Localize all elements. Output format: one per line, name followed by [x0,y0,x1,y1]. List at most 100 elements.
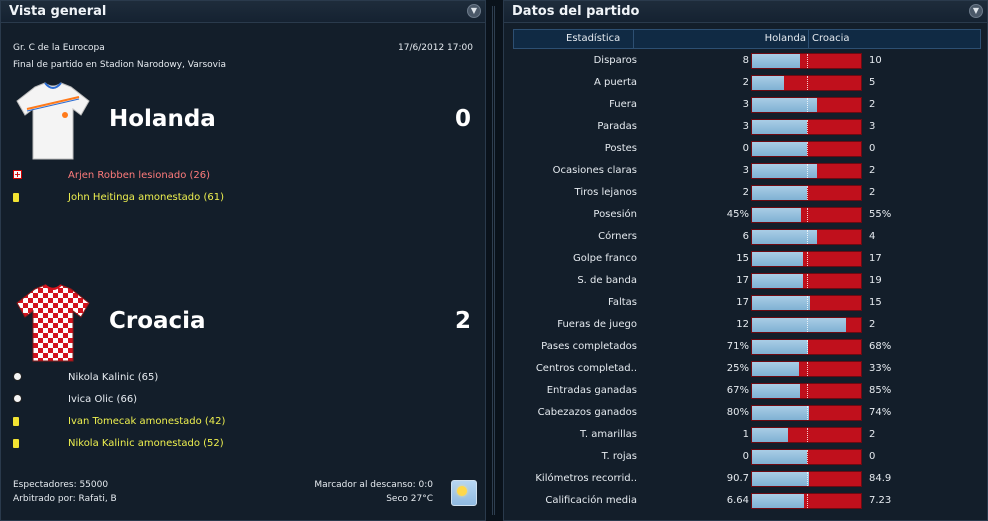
match-datetime: 17/6/2012 17:00 [398,43,473,53]
stat-home-bar [752,208,802,222]
stat-row: Golpe franco 15 17 [513,249,981,271]
col-away-header[interactable]: Croacia [812,33,850,44]
panel-splitter[interactable] [489,0,499,521]
stat-away-value: 2 [869,429,876,440]
holanda-shirt-icon [16,82,90,160]
stat-away-value: 2 [869,99,876,110]
stat-label: Golpe franco [572,253,637,264]
stat-away-value: 19 [869,275,882,286]
match-venue: Final de partido en Stadion Narodowy, Va… [13,60,226,70]
stat-label: A puerta [593,77,637,88]
home-team-score: 0 [454,106,471,132]
home-team-name: Holanda [109,106,216,132]
ball-icon [13,372,22,381]
stat-away-value: 5 [869,77,876,88]
stat-home-bar [752,318,846,332]
stat-home-value: 67% [726,385,749,396]
yellow-card-icon [13,193,19,202]
stat-home-bar [752,252,804,266]
stat-away-value: 0 [869,143,876,154]
col-stat-header[interactable]: Estadística [566,33,621,44]
stat-label: Córners [598,231,637,242]
stat-bar-midline [807,362,808,376]
ball-icon [13,394,22,403]
stat-home-value: 45% [726,209,749,220]
stat-away-value: 68% [869,341,892,352]
stat-bar-midline [807,76,808,90]
stats-table-header: Estadística Holanda Croacia [513,29,981,49]
stat-home-bar [752,450,807,464]
stat-home-value: 6.64 [726,495,749,506]
stat-home-bar [752,340,808,354]
stat-away-value: 2 [869,187,876,198]
stat-bar-midline [807,142,808,156]
stat-comparison-bar [751,273,862,289]
stat-comparison-bar [751,207,862,223]
away-team-score: 2 [454,308,471,334]
stat-bar-midline [807,274,808,288]
stat-comparison-bar [751,449,862,465]
stat-label: S. de banda [577,275,637,286]
stat-home-bar [752,494,805,508]
sunny-icon [451,480,477,506]
stat-home-value: 17 [736,275,749,286]
croacia-shirt-icon [16,284,90,362]
stat-comparison-bar [751,493,862,509]
stat-home-value: 25% [726,363,749,374]
stat-away-value: 33% [869,363,892,374]
stat-home-value: 2 [742,77,749,88]
stat-label: Postes [604,143,637,154]
competition-label: Gr. C de la Eurocopa [13,43,105,53]
stat-row: Paradas 3 3 [513,117,981,139]
stat-home-value: 90.7 [726,473,749,484]
stat-away-value: 7.23 [869,495,892,506]
stat-home-bar [752,428,788,442]
stat-away-value: 3 [869,121,876,132]
stat-bar-midline [807,406,808,420]
stat-home-bar [752,186,807,200]
stat-home-value: 2 [742,187,749,198]
match-event-text: Arjen Robben lesionado (26) [68,170,211,181]
col-home-header[interactable]: Holanda [764,33,806,44]
stat-home-value: 3 [742,165,749,176]
match-event-text: Nikola Kalinic amonestado (52) [68,438,224,449]
weather-text: Seco 27°C [386,494,433,504]
stat-row: Fueras de juego 12 2 [513,315,981,337]
stat-home-bar [752,472,809,486]
match-event-text: Ivica Olic (66) [68,394,138,405]
stat-row: Faltas 17 15 [513,293,981,315]
stat-row: Disparos 8 10 [513,51,981,73]
stat-bar-midline [807,494,808,508]
stat-row: Pases completados 71% 68% [513,337,981,359]
stat-home-bar [752,230,818,244]
stat-label: Fuera [609,99,637,110]
match-event-text: Nikola Kalinic (65) [68,372,159,383]
stat-bar-midline [807,98,808,112]
stat-row: Tiros lejanos 2 2 [513,183,981,205]
stat-home-value: 3 [742,121,749,132]
stat-row: Calificación media 6.64 7.23 [513,491,981,513]
stat-label: Cabezazos ganados [537,407,637,418]
collapse-stats-button[interactable]: ▼ [969,4,983,18]
stat-bar-midline [807,164,808,178]
collapse-overview-button[interactable]: ▼ [467,4,481,18]
match-event-text: Ivan Tomecak amonestado (42) [68,416,226,427]
stat-home-value: 71% [726,341,749,352]
stat-row: Kilómetros recorrid.. 90.7 84.9 [513,469,981,491]
stat-row: Postes 0 0 [513,139,981,161]
stat-comparison-bar [751,119,862,135]
stat-home-bar [752,120,807,134]
overview-header: Vista general ▼ [1,1,485,23]
stat-bar-midline [807,318,808,332]
stat-bar-midline [807,340,808,354]
stat-bar-midline [807,472,808,486]
stat-bar-midline [807,230,808,244]
injury-icon: + [13,170,22,179]
stat-comparison-bar [751,141,862,157]
stat-away-value: 15 [869,297,882,308]
stat-label: T. rojas [601,451,637,462]
stat-bar-midline [807,186,808,200]
stat-label: Posesión [593,209,637,220]
stat-comparison-bar [751,471,862,487]
stats-title: Datos del partido [512,4,640,19]
